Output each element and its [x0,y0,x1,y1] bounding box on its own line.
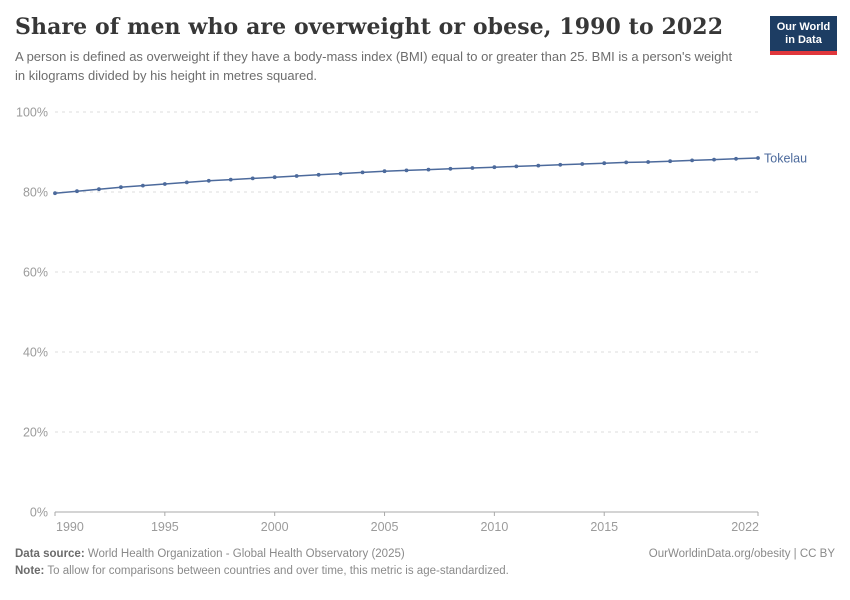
data-source-text: World Health Organization - Global Healt… [84,548,405,560]
data-point[interactable] [140,183,145,188]
x-axis-label: 2010 [480,520,508,534]
chart-footer: Data source: World Health Organization -… [15,548,835,577]
data-point[interactable] [53,191,57,196]
y-axis-label: 40% [23,346,48,360]
cc-license-link[interactable]: OurWorldinData.org/obesity | CC BY [648,548,835,560]
y-axis-label: 100% [16,106,48,120]
owid-logo-line2: in Data [785,34,822,47]
x-axis-label: 2000 [261,520,289,534]
data-point[interactable] [272,175,277,180]
data-point[interactable] [382,169,387,174]
data-point[interactable] [184,180,189,185]
x-axis-label: 2005 [371,520,399,534]
data-point[interactable] [602,161,607,166]
data-point[interactable] [404,168,409,173]
data-point[interactable] [228,177,233,182]
data-point[interactable] [448,166,453,171]
data-point[interactable] [580,162,585,166]
y-axis-label: 80% [23,186,48,200]
x-axis-label: 2022 [731,520,759,534]
data-source: Data source: World Health Organization -… [15,548,405,560]
data-point[interactable] [624,160,629,165]
x-axis-label: 1990 [56,520,84,534]
chart-header: Share of men who are overweight or obese… [15,14,835,86]
data-point[interactable] [558,162,563,167]
owid-logo[interactable]: Our World in Data [770,16,837,56]
x-axis-label: 2015 [590,520,618,534]
owid-logo-line1: Our World [776,21,831,33]
data-point[interactable] [712,157,716,162]
data-point[interactable] [119,185,123,190]
x-axis-label: 1995 [151,520,179,534]
data-point[interactable] [668,159,673,164]
data-point[interactable] [492,165,497,170]
data-point[interactable] [514,164,519,169]
data-point[interactable] [690,158,694,163]
note: Note: To allow for comparisons between c… [15,565,835,577]
data-point[interactable] [250,176,255,181]
data-point[interactable] [756,156,760,160]
series-line-tokelau[interactable] [54,157,759,194]
y-axis-label: 20% [23,426,48,440]
note-text: To allow for comparisons between countri… [44,565,509,577]
data-point[interactable] [360,170,365,175]
chart-title: Share of men who are overweight or obese… [15,14,724,40]
note-label: Note: [15,565,45,577]
data-source-label: Data source: [15,548,85,560]
data-point[interactable] [470,166,475,170]
data-point[interactable] [536,163,541,168]
y-axis-label: 0% [30,506,48,520]
data-point[interactable] [646,160,651,164]
data-point[interactable] [294,174,299,178]
series-label-tokelau[interactable]: Tokelau [764,152,807,166]
data-point[interactable] [162,182,167,186]
data-point[interactable] [206,178,211,183]
data-point[interactable] [316,172,321,177]
data-point[interactable] [97,187,101,192]
data-point[interactable] [338,171,343,176]
y-axis-label: 60% [23,266,48,280]
data-point[interactable] [75,189,79,194]
chart-subtitle: A person is defined as overweight if the… [15,49,733,84]
data-point[interactable] [426,167,431,172]
data-point[interactable] [734,156,738,161]
